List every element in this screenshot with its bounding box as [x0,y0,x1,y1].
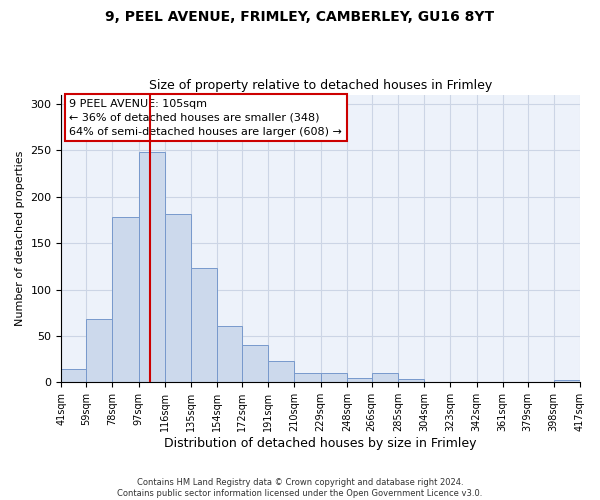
Bar [268,361,295,382]
Bar [217,326,242,382]
Y-axis label: Number of detached properties: Number of detached properties [15,151,25,326]
Text: Contains HM Land Registry data © Crown copyright and database right 2024.
Contai: Contains HM Land Registry data © Crown c… [118,478,482,498]
Title: Size of property relative to detached houses in Frimley: Size of property relative to detached ho… [149,79,493,92]
Bar [139,152,165,382]
Bar [86,319,112,382]
Bar [347,378,372,382]
Bar [61,370,86,382]
Bar [321,373,347,382]
Text: 9, PEEL AVENUE, FRIMLEY, CAMBERLEY, GU16 8YT: 9, PEEL AVENUE, FRIMLEY, CAMBERLEY, GU16… [106,10,494,24]
Bar [398,378,424,382]
X-axis label: Distribution of detached houses by size in Frimley: Distribution of detached houses by size … [164,437,477,450]
Bar [165,214,191,382]
Bar [372,373,398,382]
Text: 9 PEEL AVENUE: 105sqm
← 36% of detached houses are smaller (348)
64% of semi-det: 9 PEEL AVENUE: 105sqm ← 36% of detached … [69,99,342,137]
Bar [112,217,139,382]
Bar [191,268,217,382]
Bar [295,373,321,382]
Bar [554,380,580,382]
Bar [242,345,268,383]
